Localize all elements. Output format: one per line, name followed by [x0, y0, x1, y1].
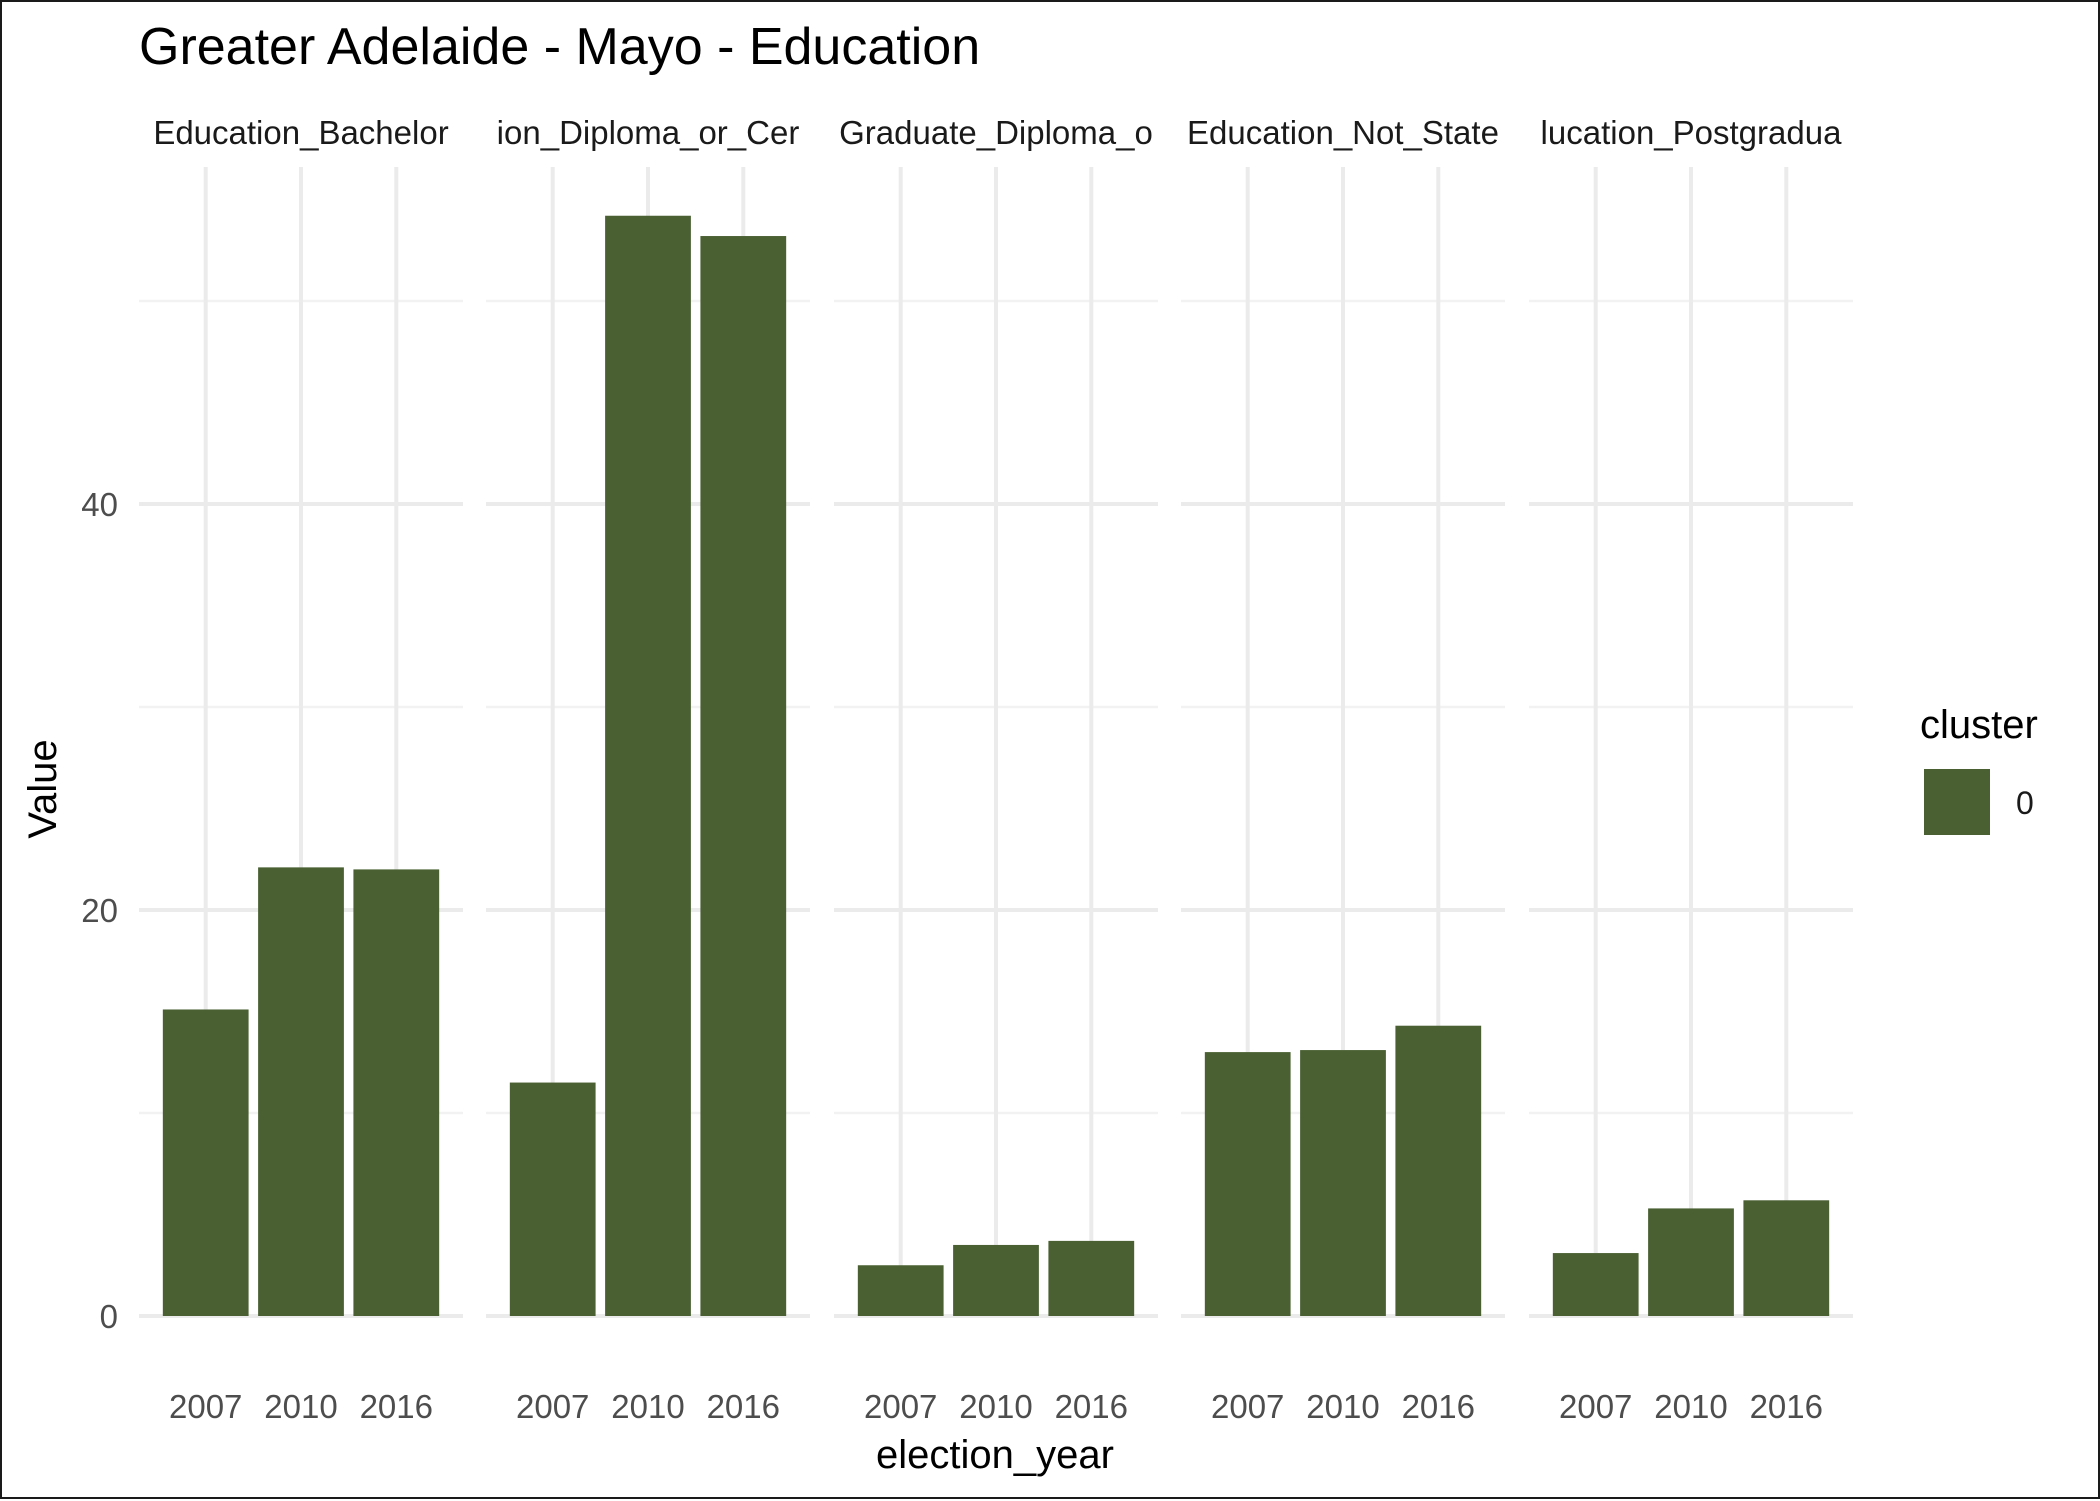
bar-2016	[353, 869, 440, 1316]
legend-label: 0	[2016, 785, 2034, 821]
facet-strip-label: ion_Diploma_or_Cer	[497, 114, 800, 151]
x-tick-label: 2016	[360, 1388, 433, 1425]
bar-2010	[1648, 1208, 1734, 1316]
bar-2007	[1204, 1052, 1291, 1316]
x-tick-label: 2007	[1211, 1388, 1284, 1425]
bar-2010	[258, 867, 344, 1316]
bar-2010	[1300, 1050, 1386, 1316]
facet-panel-1: 2007 2010 2016 Education_Bachelor	[139, 114, 463, 1425]
bar-2016	[1743, 1200, 1830, 1316]
x-tick-label: 2016	[1750, 1388, 1823, 1425]
bar-2007	[857, 1265, 944, 1316]
legend-title: cluster	[1920, 703, 2038, 747]
bar-2007	[162, 1009, 249, 1316]
bar-2016	[1395, 1025, 1482, 1316]
x-axis-title: election_year	[876, 1433, 1114, 1477]
y-tick-label: 0	[100, 1298, 118, 1335]
facet-strip-label: lucation_Postgradua	[1541, 114, 1843, 151]
facet-strip-label: Graduate_Diploma_o	[839, 114, 1153, 151]
x-tick-label: 2010	[959, 1388, 1032, 1425]
bar-2007	[509, 1082, 596, 1316]
chart-title: Greater Adelaide - Mayo - Education	[139, 18, 980, 76]
x-tick-label: 2007	[864, 1388, 937, 1425]
x-tick-label: 2007	[516, 1388, 589, 1425]
bar-2016	[1048, 1240, 1135, 1316]
facet-strip-label: Education_Not_State	[1187, 114, 1499, 151]
x-tick-label: 2010	[1654, 1388, 1727, 1425]
x-tick-label: 2010	[264, 1388, 337, 1425]
y-axis-ticks: 0 20 40	[81, 486, 118, 1335]
y-tick-label: 20	[81, 892, 118, 929]
bar-2007	[1552, 1253, 1639, 1316]
bar-2010	[953, 1244, 1039, 1316]
x-tick-label: 2016	[707, 1388, 780, 1425]
legend: cluster 0	[1920, 703, 2038, 835]
x-tick-label: 2016	[1402, 1388, 1475, 1425]
x-tick-label: 2007	[169, 1388, 242, 1425]
facet-panel-2: 2007 2010 2016 ion_Diploma_or_Cer	[486, 114, 810, 1425]
facet-strip-label: Education_Bachelor	[153, 114, 448, 151]
facet-panel-4: 2007 2010 2016 Education_Not_State	[1181, 114, 1505, 1425]
x-tick-label: 2016	[1055, 1388, 1128, 1425]
x-tick-label: 2010	[611, 1388, 684, 1425]
y-axis-title: Value	[21, 739, 65, 838]
x-tick-label: 2010	[1306, 1388, 1379, 1425]
facet-panel-5: 2007 2010 2016 lucation_Postgradua	[1529, 114, 1853, 1425]
legend-swatch	[1924, 769, 1990, 835]
facet-panel-3: 2007 2010 2016 Graduate_Diploma_o	[834, 114, 1158, 1425]
bar-2010	[605, 215, 691, 1317]
y-tick-label: 40	[81, 486, 118, 523]
bar-2016	[700, 236, 787, 1316]
x-tick-label: 2007	[1559, 1388, 1632, 1425]
